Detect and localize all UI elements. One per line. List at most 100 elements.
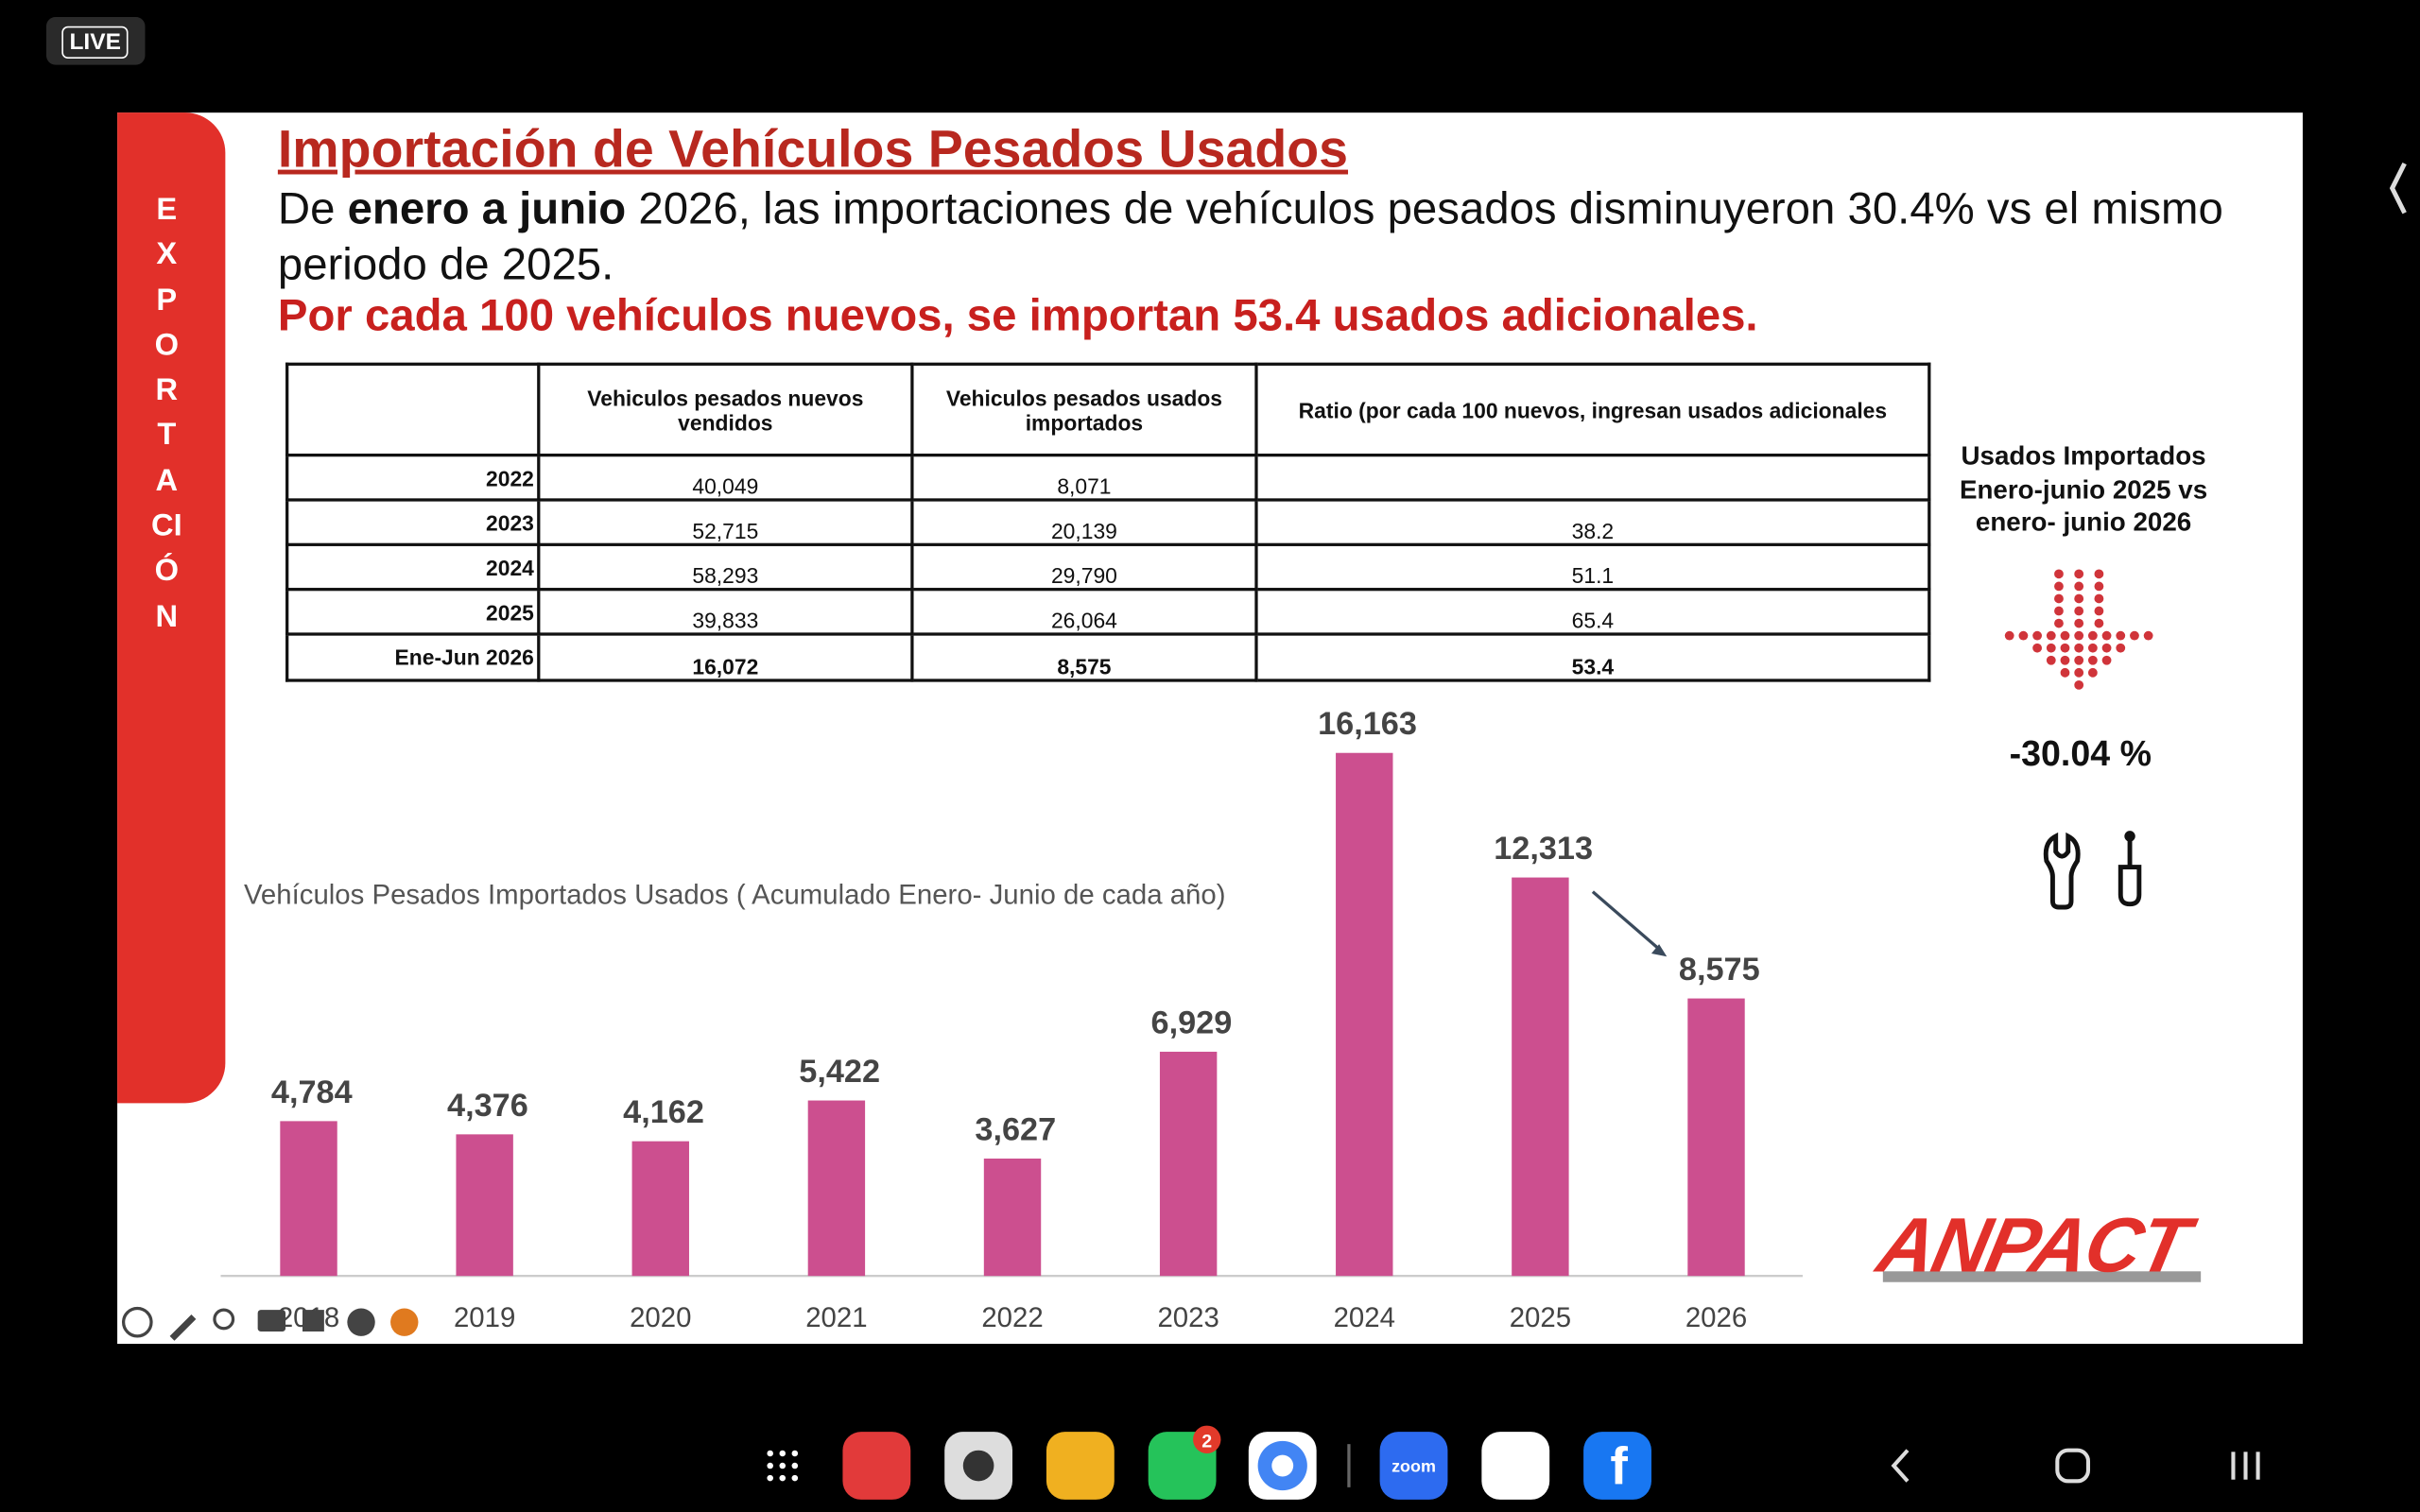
next-button[interactable]	[390, 1308, 419, 1336]
back-button[interactable]	[121, 1306, 153, 1338]
table-header-cell: Ratio (por cada 100 nuevos, ingresan usa…	[1254, 362, 1931, 457]
side-label: EXPORTACIÓN	[150, 193, 182, 634]
x-tick-label: 2025	[1510, 1302, 1571, 1333]
dot	[2116, 643, 2126, 653]
grid-dot	[767, 1450, 773, 1457]
subtitle-text: 2026, las importaciones de vehículos pes…	[277, 184, 2223, 290]
value-label: 16,163	[1318, 706, 1417, 742]
captions-button[interactable]	[257, 1310, 286, 1332]
table-corner	[285, 362, 541, 457]
bar	[1159, 1051, 1218, 1277]
dot	[2101, 643, 2112, 653]
dot	[2116, 630, 2126, 641]
dot	[2094, 618, 2104, 628]
grid-dot	[791, 1462, 799, 1469]
dot	[2143, 630, 2153, 641]
grid-dot	[779, 1450, 786, 1457]
x-tick-label: 2023	[1157, 1302, 1219, 1333]
grid-dot	[779, 1462, 786, 1469]
badge-count: 2	[1201, 1431, 1212, 1452]
zoom-label: zoom	[1392, 1457, 1436, 1476]
app-icon[interactable]	[842, 1432, 911, 1500]
slides-button[interactable]	[302, 1310, 324, 1332]
live-badge[interactable]: LIVE	[45, 16, 146, 65]
logo-bar	[1882, 1271, 2202, 1282]
dot	[2054, 618, 2064, 628]
bar	[1687, 998, 1745, 1277]
bar	[456, 1134, 513, 1277]
dot	[2018, 630, 2029, 641]
live-text: LIVE	[61, 26, 130, 60]
value-label: 4,162	[623, 1094, 704, 1130]
highlight: Por cada 100 vehículos nuevos, se import…	[277, 291, 1758, 341]
zoom-button[interactable]	[213, 1308, 235, 1331]
nav-back[interactable]	[1891, 1449, 1910, 1483]
dot	[2094, 581, 2104, 592]
dock: f	[767, 1425, 2260, 1500]
table-row: 2025 39,833 26,064 65.4	[285, 588, 1931, 636]
dot	[2074, 606, 2084, 616]
app-icon[interactable]	[1481, 1432, 1550, 1500]
table-row: Ene-Jun 2026 16,072 8,575 53.4	[285, 632, 1931, 682]
more-button[interactable]	[347, 1308, 375, 1336]
dot	[2054, 606, 2064, 616]
value-label: 4,376	[447, 1088, 528, 1124]
dot	[2054, 569, 2064, 579]
bar	[280, 1121, 337, 1277]
dot	[2074, 593, 2084, 604]
dot	[2060, 655, 2070, 665]
grid-dot	[791, 1474, 799, 1482]
bar	[1336, 752, 1393, 1277]
dot	[2101, 655, 2112, 665]
table-year-cell: 2022	[285, 453, 541, 502]
table-cell: 16,072	[537, 632, 914, 682]
x-tick-label: 2020	[630, 1302, 691, 1333]
table-cell: 58,293	[537, 542, 914, 592]
table-cell: 65.4	[1254, 588, 1931, 636]
table-cell: 51.1	[1254, 542, 1931, 592]
table-cell: 20,139	[910, 498, 1258, 546]
app-icon[interactable]	[1379, 1432, 1448, 1500]
dot	[2032, 630, 2042, 641]
subtitle-text: De	[277, 184, 348, 235]
grid-dot	[791, 1450, 799, 1457]
table-header-row: Vehiculos pesados nuevos vendidos Vehicul…	[285, 362, 1931, 457]
grid-dot	[767, 1462, 773, 1469]
app-icon[interactable]	[1583, 1432, 1651, 1500]
value-label: 4,784	[271, 1074, 353, 1110]
value-label: 8,575	[1679, 952, 1760, 988]
nav-recents[interactable]	[2231, 1452, 2260, 1480]
dot	[2087, 643, 2098, 653]
x-tick-label: 2026	[1685, 1302, 1747, 1333]
down-arrow-icon	[2004, 569, 2153, 690]
x-tick-label: 2022	[981, 1302, 1043, 1333]
app-icon[interactable]	[1046, 1432, 1115, 1500]
dot	[2074, 618, 2084, 628]
dot	[2130, 630, 2139, 641]
side-chevron[interactable]	[2389, 162, 2407, 215]
table-year-cell: 2025	[285, 588, 541, 636]
table-cell: 38.2	[1254, 498, 1931, 546]
dot	[2060, 643, 2070, 653]
table-year-cell: 2024	[285, 542, 541, 592]
table-cell: 40,049	[537, 453, 914, 502]
side-panel-title: Usados Importados Enero-junio 2025 vs en…	[1959, 440, 2208, 538]
pen-button[interactable]	[169, 1314, 197, 1341]
table-row: 2023 52,715 20,139 38.2	[285, 498, 1931, 546]
dot	[2060, 630, 2070, 641]
bar	[1512, 877, 1569, 1277]
bar	[807, 1100, 866, 1277]
value-label: 12,313	[1494, 831, 1593, 867]
table-year-cell: 2023	[285, 498, 541, 546]
bar	[631, 1141, 689, 1277]
badge	[1193, 1425, 1221, 1453]
dot	[2046, 630, 2056, 641]
dot	[2087, 655, 2098, 665]
apps-button[interactable]	[767, 1450, 799, 1482]
subtitle: De enero a junio 2026, las importaciones…	[278, 182, 2284, 294]
nav-home[interactable]	[2055, 1448, 2091, 1484]
dot	[2074, 655, 2084, 665]
